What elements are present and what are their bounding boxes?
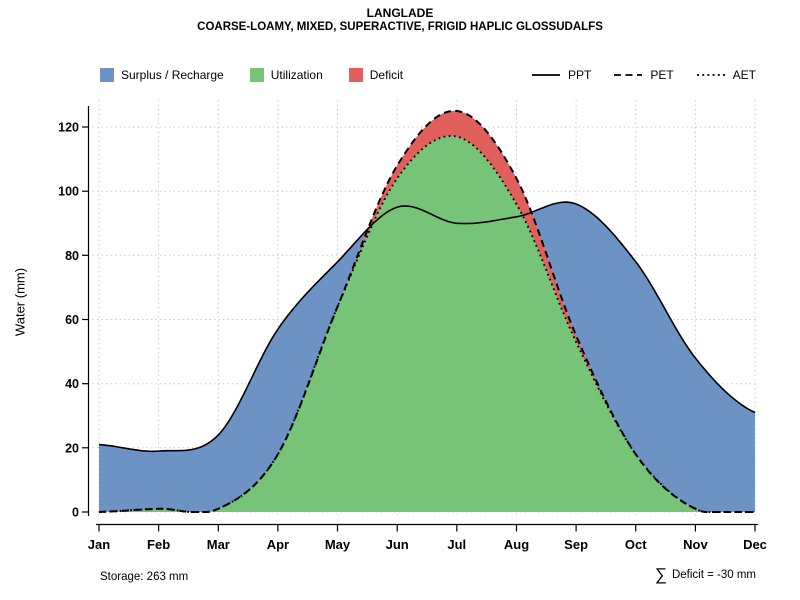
legend-line-sample-dashed <box>614 74 643 76</box>
legend-item-deficit: Deficit <box>348 68 404 82</box>
svg-text:120: 120 <box>58 121 79 135</box>
legend-swatch <box>100 68 114 82</box>
svg-text:Feb: Feb <box>147 537 170 552</box>
svg-text:Sep: Sep <box>564 537 588 552</box>
svg-text:20: 20 <box>65 441 79 455</box>
svg-text:Oct: Oct <box>625 537 647 552</box>
legend-swatch <box>348 68 363 82</box>
svg-text:60: 60 <box>65 313 79 327</box>
legend-item-pet: PET <box>613 68 674 82</box>
legend-label: AET <box>732 68 756 82</box>
x-tick-labels: Jan Feb Mar Apr May Jun Jul Aug Sep Oct Nov Dec <box>88 537 767 552</box>
svg-text:Nov: Nov <box>683 537 708 552</box>
utilization-area <box>99 136 755 512</box>
svg-text:Dec: Dec <box>743 537 767 552</box>
svg-text:May: May <box>325 537 351 552</box>
storage-note: Storage: 263 mm <box>100 571 189 583</box>
ppt-line <box>98 201 756 453</box>
svg-text:40: 40 <box>65 377 79 391</box>
legend-item-aet: AET <box>696 68 756 82</box>
chart-subtitle: COARSE-LOAMY, MIXED, SUPERACTIVE, FRIGID… <box>197 21 603 33</box>
svg-text:Mar: Mar <box>207 537 230 552</box>
legend-label: PPT <box>567 68 592 82</box>
surplus-recharge-area <box>99 202 755 512</box>
pet-line <box>98 109 755 513</box>
sigma-icon: ∑ <box>654 565 667 584</box>
legend-item-ppt: PPT <box>531 68 591 82</box>
axes <box>82 106 758 532</box>
y-axis-label: Water (mm) <box>12 267 28 337</box>
legend-fill-group: Surplus / Recharge Utilization Deficit <box>100 68 403 82</box>
legend-line-sample-solid <box>531 74 560 76</box>
deficit-note: ∑ Deficit = -30 mm <box>655 566 756 583</box>
legend-line-group: PPT PET AET <box>531 68 756 82</box>
svg-text:Jun: Jun <box>386 537 409 552</box>
svg-text:Apr: Apr <box>267 537 289 552</box>
legend-label: Deficit <box>369 68 404 82</box>
legend-label: Surplus / Recharge <box>121 68 224 82</box>
chart-title: LANGLADE <box>366 6 434 20</box>
svg-text:Jan: Jan <box>88 537 110 552</box>
legend-label: PET <box>650 68 674 82</box>
legend-label: Utilization <box>270 68 323 82</box>
deficit-text: Deficit = -30 mm <box>671 568 756 581</box>
legend-item-utilization: Utilization <box>249 68 323 82</box>
y-tick-labels: 0 20 40 60 80 100 120 <box>58 121 79 520</box>
legend-item-surplus-recharge: Surplus / Recharge <box>100 68 224 82</box>
svg-text:80: 80 <box>65 249 79 263</box>
svg-text:0: 0 <box>72 506 79 520</box>
legend: Surplus / Recharge Utilization Deficit PPT… <box>100 68 756 82</box>
svg-text:Jul: Jul <box>447 537 466 552</box>
legend-swatch <box>249 68 264 82</box>
svg-text:Aug: Aug <box>504 537 529 552</box>
svg-text:100: 100 <box>58 185 79 199</box>
